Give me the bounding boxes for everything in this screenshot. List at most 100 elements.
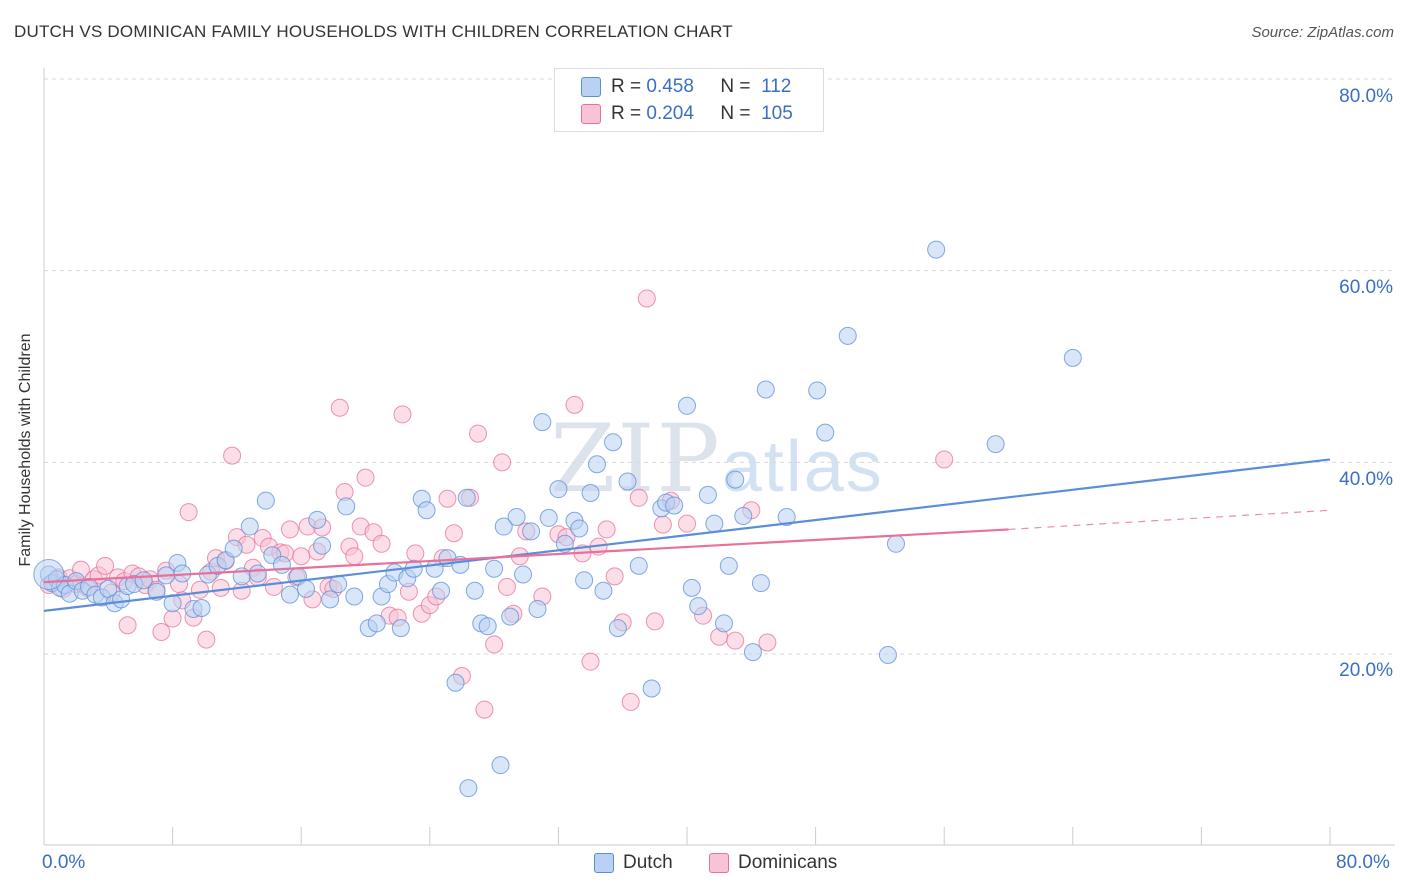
dutch-point-88 xyxy=(678,396,696,415)
stats-legend-box: R = 0.458 N = 112 R = 0.204 N = 105 xyxy=(554,68,824,132)
dominicans-point-87 xyxy=(581,652,600,671)
trend-lines xyxy=(43,458,1331,612)
dutch-point-27 xyxy=(224,539,243,558)
dominicans-point-71 xyxy=(444,524,463,543)
dominicans-r-value: 0.204 xyxy=(646,103,694,124)
dominicans-trend-line xyxy=(43,528,1009,584)
dominicans-point-53 xyxy=(330,398,349,417)
dutch-point-105 xyxy=(886,534,905,553)
stats-row-dutch: R = 0.458 N = 112 xyxy=(581,74,791,100)
dutch-point-36 xyxy=(297,579,316,598)
dominicans-point-56 xyxy=(345,547,364,566)
dominicans-point-44 xyxy=(280,520,299,539)
dominicans-point-65 xyxy=(406,544,425,563)
dutch-point-72 xyxy=(549,480,568,499)
x-tick-label-min: 0.0% xyxy=(42,852,86,873)
dutch-point-23 xyxy=(192,599,211,617)
dominicans-point-33 xyxy=(223,446,242,465)
dutch-point-99 xyxy=(756,380,775,399)
dutch-point-48 xyxy=(391,619,410,638)
dominicans-swatch xyxy=(581,104,601,124)
dutch-point-37 xyxy=(308,510,327,529)
dominicans-point-28 xyxy=(197,630,216,649)
dutch-point-38 xyxy=(313,536,332,555)
dominicans-n-value: 105 xyxy=(761,103,793,124)
dutch-point-40 xyxy=(329,575,348,594)
x-tick-label-max: 80.0% xyxy=(1336,852,1390,873)
dutch-point-109 xyxy=(459,779,478,798)
dominicans-point-22 xyxy=(163,609,182,628)
dominicans-point-96 xyxy=(653,515,672,534)
dutch-trend-line xyxy=(43,458,1331,612)
dominicans-point-70 xyxy=(438,489,457,508)
dutch-point-29 xyxy=(240,517,259,536)
dutch-point-69 xyxy=(528,599,547,618)
dominicans-point-31 xyxy=(211,578,230,597)
stats-row-dominicans: R = 0.204 N = 105 xyxy=(581,101,793,127)
axes xyxy=(43,68,1395,846)
dutch-point-62 xyxy=(485,559,504,578)
dutch-point-58 xyxy=(457,488,476,507)
dominicans-point-101 xyxy=(726,631,745,650)
dutch-point-44 xyxy=(367,614,386,633)
dutch-point-101 xyxy=(808,381,827,400)
y-tick-label-60: 60.0% xyxy=(1339,277,1393,298)
dominicans-point-14 xyxy=(118,616,137,635)
dutch-n-value: 112 xyxy=(761,76,792,97)
dutch-point-107 xyxy=(986,435,1005,454)
dominicans-point-78 xyxy=(497,577,516,596)
dutch-point-52 xyxy=(417,501,436,520)
dutch-point-92 xyxy=(705,514,724,533)
dutch-n-label: N = xyxy=(720,76,751,97)
dutch-point-56 xyxy=(446,673,465,692)
dominicans-point-76 xyxy=(485,635,504,654)
dutch-point-75 xyxy=(570,519,589,538)
dominicans-point-10 xyxy=(96,556,115,575)
dominicans-point-98 xyxy=(678,514,696,533)
dutch-point-97 xyxy=(743,643,762,662)
dominicans-point-41 xyxy=(264,577,283,596)
dutch-point-59 xyxy=(465,581,484,600)
dominicans-point-58 xyxy=(356,468,375,487)
dominicans-point-103 xyxy=(758,633,777,652)
dominicans-point-63 xyxy=(393,405,412,424)
dutch-point-66 xyxy=(507,507,526,526)
dutch-point-103 xyxy=(838,326,857,345)
dutch-point-71 xyxy=(539,508,558,527)
dutch-point-63 xyxy=(494,517,513,536)
dutch-point-93 xyxy=(714,614,733,633)
dutch-point-77 xyxy=(581,484,600,502)
dutch-point-54 xyxy=(432,581,451,600)
dutch-point-39 xyxy=(321,590,340,609)
dutch-point-82 xyxy=(618,472,637,491)
dutch-point-87 xyxy=(665,496,684,515)
dutch-point-34 xyxy=(280,585,299,604)
dominicans-point-46 xyxy=(292,547,311,566)
dominicans-n-label: N = xyxy=(720,103,751,124)
y-axis-label: Family Households with Children xyxy=(17,333,34,567)
dutch-point-70 xyxy=(533,413,552,432)
watermark-atlas: atlas xyxy=(721,427,884,507)
dutch-point-81 xyxy=(608,619,627,638)
source-label: Source: ZipAtlas.com xyxy=(1251,24,1394,41)
y-tick-label-20: 20.0% xyxy=(1339,660,1393,681)
dutch-point-84 xyxy=(642,679,661,698)
dutch-point-42 xyxy=(345,587,364,606)
dutch-point-94 xyxy=(719,556,738,575)
dominicans-point-94 xyxy=(637,289,656,308)
dutch-point-large xyxy=(33,558,65,590)
dutch-point-83 xyxy=(629,556,648,575)
dutch-point-95 xyxy=(726,470,745,489)
dominicans-trend-line-extension xyxy=(1008,509,1331,531)
dominicans-point-77 xyxy=(493,453,512,472)
dutch-swatch xyxy=(581,77,601,97)
dutch-point-78 xyxy=(587,455,606,474)
legend-dutch-swatch xyxy=(594,853,614,873)
dominicans-point-93 xyxy=(629,488,648,507)
dominicans-point-95 xyxy=(645,612,664,631)
chart-title: DUTCH VS DOMINICAN FAMILY HOUSEHOLDS WIT… xyxy=(14,22,733,41)
dutch-point-80 xyxy=(604,433,623,452)
dutch-point-33 xyxy=(272,555,291,574)
dutch-point-100 xyxy=(777,507,796,526)
dutch-point-76 xyxy=(575,571,594,590)
